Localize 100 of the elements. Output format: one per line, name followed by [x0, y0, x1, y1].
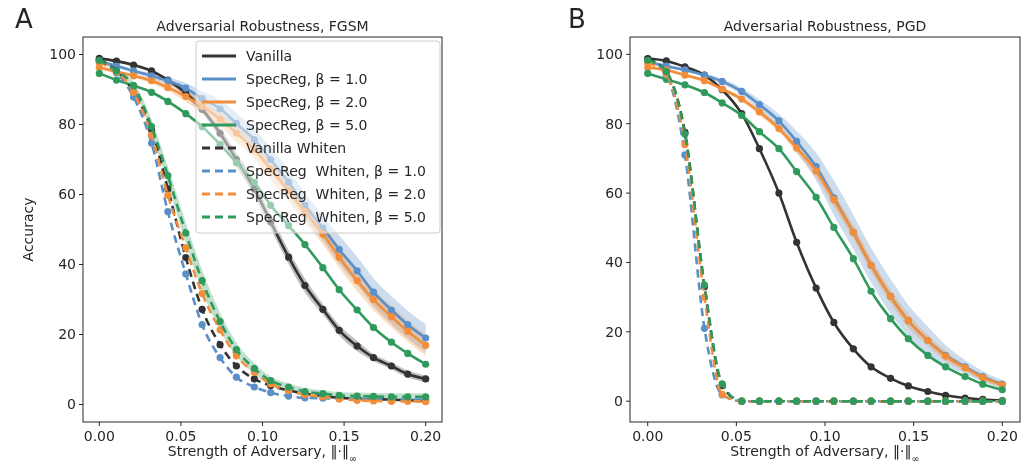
legend-label: SpecReg Whiten, β = 5.0: [246, 208, 426, 225]
point: [232, 362, 240, 370]
point: [681, 71, 689, 79]
point: [700, 324, 709, 332]
point: [250, 364, 258, 373]
point: [198, 321, 206, 329]
point: [216, 317, 224, 326]
point: [886, 315, 895, 323]
y-tick-label: 80: [605, 115, 623, 132]
point: [830, 318, 838, 327]
point: [422, 334, 430, 342]
point: [335, 326, 343, 334]
point: [700, 88, 709, 97]
point: [775, 124, 783, 133]
point: [924, 387, 932, 396]
y-tick-label: 20: [58, 326, 76, 343]
x-tick-label: 0.10: [246, 428, 279, 444]
point: [353, 306, 361, 314]
legend-label: Vanilla Whiten: [246, 139, 347, 156]
point: [755, 101, 764, 109]
y-tick-label: 100: [49, 46, 76, 63]
point: [775, 145, 783, 153]
x-axis-title: Strength of Adversary, ‖·‖$_{∞}$: [167, 443, 358, 464]
point: [182, 253, 190, 262]
point: [941, 363, 950, 371]
point: [335, 253, 343, 261]
point: [182, 244, 190, 252]
point: [830, 223, 838, 232]
point: [812, 193, 820, 201]
point: [319, 305, 327, 313]
point: [198, 277, 206, 285]
point: [232, 129, 240, 137]
point: [904, 382, 912, 390]
point: [404, 327, 412, 335]
point: [369, 354, 378, 362]
x-tick-label: 0.20: [410, 428, 442, 444]
y-tick-label: 60: [605, 184, 623, 201]
point: [319, 230, 327, 238]
point: [755, 145, 764, 153]
point: [867, 363, 875, 371]
point: [164, 191, 172, 199]
point: [301, 240, 309, 249]
point: [755, 128, 764, 136]
y-axis-title: Accuracy: [20, 197, 36, 262]
y-tick-label: 20: [605, 323, 623, 340]
point: [886, 374, 895, 382]
point: [998, 386, 1006, 394]
point: [941, 391, 950, 399]
point: [112, 76, 121, 84]
point: [961, 372, 969, 381]
point: [164, 172, 172, 180]
point: [285, 383, 293, 391]
legend-label: SpecReg, β = 2.0: [246, 93, 368, 110]
point: [867, 287, 875, 295]
point: [301, 281, 309, 290]
point: [422, 375, 430, 383]
y-tick-label: 40: [58, 256, 76, 273]
x-tick-label: 0.05: [165, 428, 197, 444]
point: [335, 245, 343, 254]
point: [216, 129, 224, 137]
point: [216, 341, 224, 349]
x-tick-label: 0.10: [809, 428, 841, 444]
point: [812, 167, 820, 175]
point: [387, 338, 396, 346]
x-tick-label: 0.00: [632, 428, 664, 444]
point: [232, 373, 240, 381]
y-tick-label: 60: [58, 186, 76, 203]
point: [216, 354, 224, 362]
point: [404, 370, 412, 378]
point: [182, 84, 190, 92]
text: B: [568, 4, 586, 34]
point: [285, 253, 293, 261]
point: [422, 341, 430, 349]
point: [182, 92, 190, 101]
point: [198, 305, 206, 313]
point: [198, 95, 206, 103]
point: [738, 95, 746, 103]
point: [129, 72, 138, 80]
point: [793, 137, 801, 145]
point: [369, 295, 378, 304]
point: [198, 289, 206, 298]
legend-label: SpecReg Whiten, β = 1.0: [246, 162, 426, 179]
point: [700, 77, 709, 85]
point: [95, 69, 103, 77]
point: [164, 97, 172, 105]
point: [182, 229, 190, 237]
point: [216, 105, 224, 113]
point: [250, 383, 258, 391]
point: [232, 159, 240, 167]
chart-title: Adversarial Robustness, FGSM: [156, 18, 369, 34]
legend-label: SpecReg, β = 1.0: [246, 70, 368, 87]
point: [267, 155, 275, 164]
point: [681, 81, 689, 89]
point: [404, 321, 412, 329]
point: [369, 288, 378, 296]
point: [755, 108, 764, 116]
point: [404, 349, 412, 357]
point: [182, 270, 190, 278]
y-tick-label: 80: [58, 116, 76, 133]
point: [267, 389, 275, 397]
